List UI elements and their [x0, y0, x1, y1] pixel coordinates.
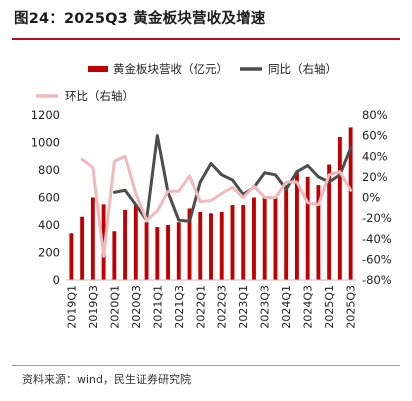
revenue-bar	[316, 185, 321, 280]
legend-label-yoy: 同比（右轴）	[268, 62, 337, 76]
legend-label-qoq: 环比（右轴）	[65, 89, 134, 103]
revenue-bar	[90, 197, 95, 280]
x-tick-label: 2021Q1	[151, 285, 164, 329]
left-axis-tick-label: 1200	[31, 108, 60, 122]
revenue-bar	[155, 227, 160, 280]
revenue-bar	[80, 216, 85, 280]
right-axis-tick-label: 40%	[362, 149, 388, 163]
qoq-line	[80, 154, 353, 258]
left-axis-tick-label: 1000	[31, 136, 60, 150]
legend-swatch-revenue	[88, 66, 108, 72]
revenue-bar	[101, 204, 106, 280]
revenue-bar	[230, 205, 235, 280]
right-axis-tick-label: -80%	[362, 273, 392, 287]
title-rule	[12, 38, 400, 40]
revenue-bar	[144, 222, 149, 280]
x-tick-label: 2022Q3	[216, 285, 229, 329]
legend-label-revenue: 黄金板块营收（亿元）	[113, 62, 228, 76]
left-axis-tick-label: 600	[38, 191, 60, 205]
x-tick-label: 2025Q3	[345, 285, 358, 329]
source-note: 资料来源：wind，民生证券研究院	[22, 373, 192, 386]
right-axis-tick-label: 0%	[362, 191, 380, 205]
revenue-bar	[187, 208, 192, 280]
right-axis-tick-label: -20%	[362, 211, 392, 225]
revenue-bar	[348, 127, 353, 280]
x-tick-label: 2025Q1	[323, 285, 336, 329]
x-tick-label: 2019Q3	[87, 285, 100, 329]
figure-title: 图24：2025Q3 黄金板块营收及增速	[14, 11, 266, 27]
revenue-bar	[284, 185, 289, 280]
revenue-bar	[198, 211, 203, 280]
revenue-bar	[166, 225, 170, 280]
x-tick-label: 2020Q3	[130, 285, 143, 329]
revenue-bar	[69, 233, 74, 280]
x-tick-label: 2021Q3	[173, 285, 186, 329]
left-axis-tick-label: 200	[38, 246, 60, 260]
revenue-bar	[273, 197, 278, 280]
x-tick-label: 2023Q3	[259, 285, 272, 329]
revenue-bar	[252, 197, 256, 280]
x-tick-label: 2024Q3	[302, 285, 315, 329]
source-rule	[12, 365, 400, 366]
revenue-bar	[219, 211, 224, 280]
right-axis-tick-label: 20%	[362, 170, 388, 184]
left-axis-tick-label: 0	[53, 273, 60, 287]
revenue-bar	[327, 164, 332, 280]
revenue-bar	[337, 137, 342, 280]
revenue-bar	[241, 205, 246, 280]
x-tick-label: 2024Q1	[280, 285, 293, 329]
right-axis-tick-label: 80%	[362, 108, 388, 122]
revenue-bar	[209, 213, 213, 280]
revenue-bar	[123, 209, 128, 280]
x-tick-label: 2023Q1	[237, 285, 250, 329]
yoy-line	[112, 134, 353, 223]
x-tick-label: 2020Q1	[108, 285, 121, 329]
revenue-bar	[262, 197, 267, 280]
revenue-bar	[133, 204, 138, 280]
revenue-growth-chart: 黄金板块营收（亿元） 同比（右轴） 环比（右轴） 0 200 400 600 800 1000 1…	[31, 62, 392, 329]
right-axis-tick-label: -60%	[362, 252, 392, 266]
revenue-bar	[305, 176, 310, 280]
revenue-bar	[294, 171, 299, 280]
x-tick-label: 2022Q1	[194, 285, 207, 329]
left-axis-tick-label: 800	[38, 163, 60, 177]
right-axis-tick-label: -40%	[362, 232, 392, 246]
right-axis-tick-label: 60%	[362, 129, 388, 143]
x-tick-label: 2019Q1	[65, 285, 78, 329]
revenue-bar	[112, 231, 117, 280]
revenue-bar	[176, 222, 181, 280]
left-axis-tick-label: 400	[38, 218, 60, 232]
